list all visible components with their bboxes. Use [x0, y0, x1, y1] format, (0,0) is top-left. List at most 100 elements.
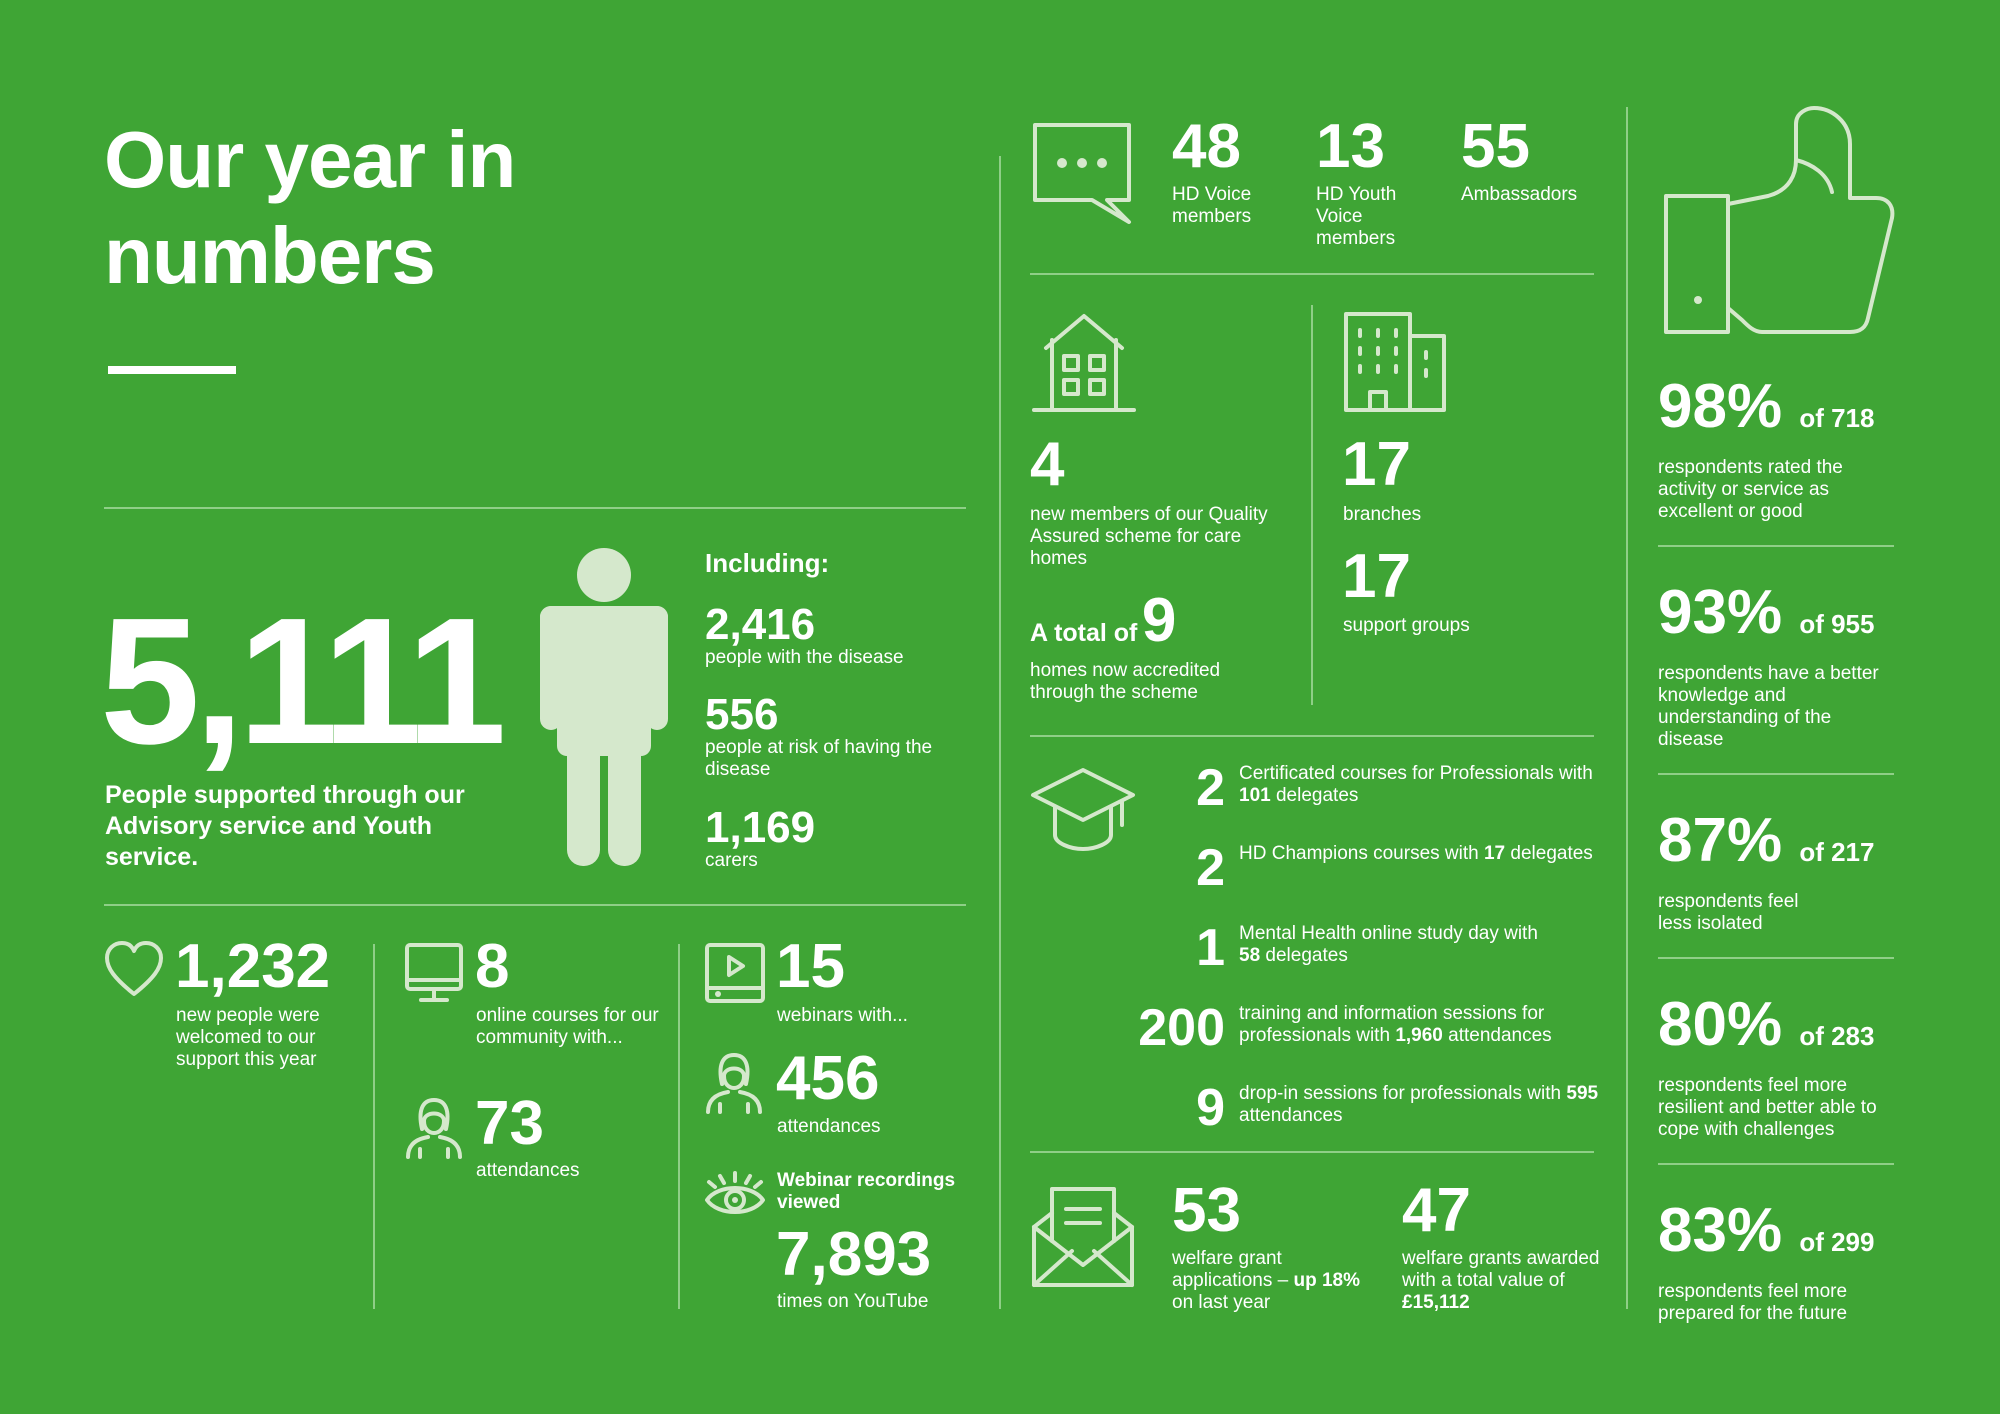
divider-mid-vertical	[1311, 305, 1313, 705]
satisfaction-label: respondents feel more prepared for the f…	[1658, 1281, 1848, 1324]
satisfaction-percent: 83%	[1658, 1196, 1783, 1265]
webinars-label: webinars with...	[777, 1005, 908, 1026]
online-courses-value: 8	[475, 932, 510, 1001]
care-homes-total-label: homes now accredited through the scheme	[1030, 660, 1221, 703]
satisfaction-item: 98% of 718 respondents rated the activit…	[1658, 376, 1888, 523]
course-text-main: Certificated courses for Professionals w…	[1239, 763, 1593, 784]
course-attendances-value: 73	[475, 1089, 544, 1158]
welfare-awarded-bold: £15,112	[1402, 1292, 1470, 1313]
including-value: 2,416	[705, 600, 816, 649]
including-label: people at risk of having the disease	[705, 737, 933, 780]
voice-value: 13	[1316, 112, 1385, 181]
course-text: drop-in sessions for professionals with …	[1239, 1083, 1619, 1127]
course-text-after: delegates	[1260, 945, 1348, 966]
including-heading: Including:	[705, 548, 830, 578]
including-value: 1,169	[705, 803, 816, 852]
satisfaction-percent-line: 83% of 299	[1658, 1200, 1898, 1273]
welcomed-value: 1,232	[175, 932, 331, 1001]
voice-stat: 48 HD Voice members	[1172, 116, 1292, 228]
satisfaction-percent: 80%	[1658, 990, 1783, 1059]
course-attendances-label: attendances	[476, 1160, 580, 1181]
webinars-value: 15	[776, 932, 845, 1001]
satisfaction-label: respondents have a better knowledge and …	[1658, 663, 1879, 750]
course-text-main: drop-in sessions for professionals with	[1239, 1083, 1562, 1104]
welfare-awarded-text: welfare grants awarded with a total valu…	[1402, 1248, 1600, 1291]
care-homes-total-value: 9	[1141, 586, 1177, 655]
divider-mid-3	[1030, 1151, 1594, 1153]
satisfaction-label: respondents feel more resilient and bett…	[1658, 1075, 1877, 1140]
page-title-line-2: numbers	[104, 211, 436, 300]
satisfaction-percent-line: 93% of 955	[1658, 582, 1888, 655]
course-text-bold: 595	[1566, 1083, 1599, 1104]
divider-right-vertical	[1626, 107, 1628, 1309]
satisfaction-of: of 283	[1799, 1021, 1875, 1051]
satisfaction-percent: 87%	[1658, 806, 1783, 875]
welcomed-label: new people were welcomed to our support …	[176, 1005, 320, 1070]
video-player-icon	[704, 942, 766, 1004]
webinar-attendances-value: 456	[776, 1044, 880, 1113]
satisfaction-item: 83% of 299 respondents feel more prepare…	[1658, 1200, 1898, 1325]
including-label: carers	[705, 850, 758, 871]
divider-right-2	[1658, 773, 1894, 775]
voice-label: Ambassadors	[1461, 184, 1578, 205]
welfare-applications-value: 53	[1172, 1176, 1241, 1245]
course-text-after: delegates	[1505, 843, 1593, 864]
voice-stat: 13 HD Youth Voice members	[1316, 116, 1416, 250]
course-text: Mental Health online study day with 58 d…	[1239, 923, 1539, 967]
voice-stat: 55 Ambassadors	[1461, 116, 1601, 206]
including-item: 556 people at risk of having the disease	[705, 693, 965, 781]
divider-right-4	[1658, 1163, 1894, 1165]
course-text-main: HD Champions courses with	[1239, 843, 1479, 864]
people-supported-desc: People supported through our Advisory se…	[105, 781, 465, 871]
divider-bottom-1	[373, 944, 375, 1309]
divider-left-top	[104, 507, 966, 509]
support-groups-label: support groups	[1343, 615, 1470, 636]
care-homes-new-label: new members of our Quality Assured schem…	[1030, 504, 1268, 569]
satisfaction-item: 87% of 217 respondents feel less isolate…	[1658, 810, 1874, 935]
course-text-bold: 17	[1483, 843, 1506, 864]
heart-icon	[104, 940, 164, 998]
satisfaction-label: respondents feel less isolated	[1658, 891, 1799, 934]
people-supported-total: 5,111	[100, 581, 507, 782]
course-text-main: training and information sessions for pr…	[1239, 1003, 1545, 1046]
voice-value: 48	[1172, 112, 1241, 181]
course-text-bold: 1,960	[1395, 1025, 1443, 1046]
recordings-label: times on YouTube	[777, 1291, 929, 1312]
including-item: 2,416 people with the disease	[705, 603, 965, 669]
woman-icon	[404, 1097, 464, 1159]
voice-label: HD Voice members	[1172, 184, 1252, 227]
title-underline	[108, 366, 236, 374]
course-num: 9	[1196, 1079, 1225, 1137]
welfare-applications-label: welfare grant applications – up 18% on l…	[1172, 1248, 1372, 1314]
satisfaction-percent-line: 98% of 718	[1658, 376, 1888, 449]
satisfaction-percent-line: 87% of 217	[1658, 810, 1874, 883]
woman-icon	[704, 1052, 764, 1114]
care-homes-new-value: 4	[1030, 430, 1065, 499]
welfare-applications-pct: 18%	[1321, 1270, 1360, 1291]
house-icon	[1032, 310, 1136, 414]
voice-label: HD Youth Voice members	[1316, 184, 1397, 249]
course-text-bold: 101	[1239, 785, 1271, 806]
person-icon	[540, 548, 668, 866]
welfare-awarded-label: welfare grants awarded with a total valu…	[1402, 1248, 1602, 1314]
course-text-bold: 58	[1239, 945, 1261, 966]
computer-icon	[404, 942, 464, 1004]
satisfaction-percent: 98%	[1658, 372, 1783, 441]
course-text: HD Champions courses with 17 delegates	[1239, 843, 1619, 865]
divider-right-3	[1658, 957, 1894, 959]
divider-right-1	[1658, 545, 1894, 547]
page-title-line-1: Our year in	[104, 115, 516, 204]
recordings-heading: Webinar recordings viewed	[777, 1170, 956, 1213]
satisfaction-percent: 93%	[1658, 578, 1783, 647]
course-text-after: attendances	[1239, 1105, 1343, 1126]
welfare-applications-after: on last year	[1172, 1292, 1271, 1313]
satisfaction-of: of 718	[1799, 403, 1875, 433]
satisfaction-of: of 299	[1799, 1227, 1875, 1257]
course-num: 2	[1196, 839, 1225, 897]
branches-label: branches	[1343, 504, 1422, 525]
course-text: Certificated courses for Professionals w…	[1239, 763, 1619, 807]
course-text-after: delegates	[1270, 785, 1359, 806]
divider-main-vertical	[999, 156, 1001, 1309]
branches-value: 17	[1342, 430, 1411, 499]
webinar-attendances-label: attendances	[777, 1116, 881, 1137]
